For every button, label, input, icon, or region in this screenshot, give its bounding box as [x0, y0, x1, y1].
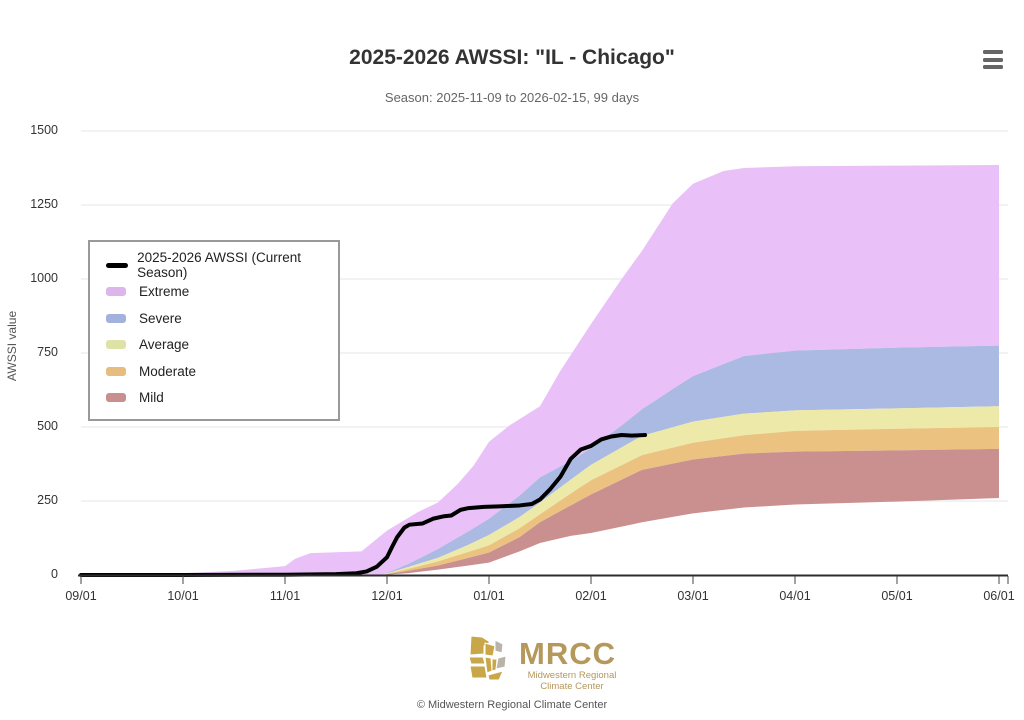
x-axis-label-10-01: 10/01: [167, 589, 199, 603]
x-axis-label-02-01: 02/01: [575, 589, 607, 603]
legend-item-label: Moderate: [139, 363, 197, 379]
legend-item-severe[interactable]: Severe: [106, 305, 338, 332]
hamburger-menu-icon[interactable]: [980, 50, 1006, 74]
mrcc-map-logo-icon: [468, 635, 507, 681]
chart-subtitle: Season: 2025-11-09 to 2026-02-15, 99 day…: [384, 90, 640, 105]
legend-line-swatch: [106, 262, 129, 268]
x-axis-label-01-01: 01/01: [473, 589, 505, 603]
mrcc-logo-subtext-line1: Midwestern Regional: [527, 670, 617, 681]
y-axis-label-500: 500: [37, 419, 58, 433]
legend-band-swatch: [106, 393, 126, 403]
legend-band-swatch: [106, 340, 126, 350]
legend-item-mild[interactable]: Mild: [106, 385, 338, 412]
y-axis-label-250: 250: [37, 493, 58, 507]
chart-title: 2025-2026 AWSSI: "IL - Chicago": [349, 46, 675, 69]
legend-band-swatch: [106, 313, 126, 323]
mrcc-logo-subtext-line2: Climate Center: [540, 680, 604, 692]
legend-item-label: Average: [139, 337, 190, 353]
x-axis-label-03-01: 03/01: [677, 589, 709, 603]
x-axis-label-09-01: 09/01: [65, 589, 97, 603]
copyright-text: © Midwestern Regional Climate Center: [416, 699, 608, 711]
legend-item-moderate[interactable]: Moderate: [106, 358, 338, 385]
legend-band-swatch: [106, 287, 126, 297]
hamburger-bar: [983, 65, 1003, 69]
x-axis-label-12-01: 12/01: [371, 589, 403, 603]
y-axis-label-0: 0: [51, 567, 58, 581]
legend-item-label: Mild: [139, 390, 164, 406]
band-mild[interactable]: [381, 448, 999, 575]
current-season-line[interactable]: [79, 432, 648, 577]
x-axis-label-05-01: 05/01: [881, 589, 913, 603]
legend-item-extreme[interactable]: Extreme: [106, 279, 338, 306]
band-moderate[interactable]: [381, 427, 999, 575]
hamburger-bar: [983, 57, 1003, 62]
x-axis-label-04-01: 04/01: [779, 589, 811, 603]
legend-item-average[interactable]: Average: [106, 332, 338, 359]
hamburger-bar: [983, 50, 1003, 54]
y-axis-label-1500: 1500: [30, 123, 58, 137]
band-severe[interactable]: [142, 345, 999, 575]
legend-item-current-season[interactable]: 2025-2026 AWSSI (Current Season): [106, 250, 338, 281]
legend-item-label: 2025-2026 AWSSI (Current Season): [137, 250, 301, 281]
band-average[interactable]: [381, 406, 999, 575]
y-axis-label-750: 750: [37, 345, 58, 359]
band-extreme[interactable]: [142, 165, 999, 576]
x-axis-label-06-01: 06/01: [983, 589, 1015, 603]
legend-item-label: Extreme: [139, 284, 190, 300]
y-axis-label-1000: 1000: [30, 271, 58, 285]
x-axis-label-11-01: 11/01: [269, 589, 301, 603]
mrcc-logo-text: MRCC: [519, 636, 616, 671]
mrcc-logo-subtext: Midwestern Regional Climate Center: [524, 670, 620, 692]
legend-item-label: Severe: [139, 310, 182, 326]
legend-band-swatch: [106, 366, 126, 376]
y-axis-label-1250: 1250: [30, 197, 58, 211]
legend-box: 2025-2026 AWSSI (Current Season) Extreme S…: [88, 240, 340, 421]
